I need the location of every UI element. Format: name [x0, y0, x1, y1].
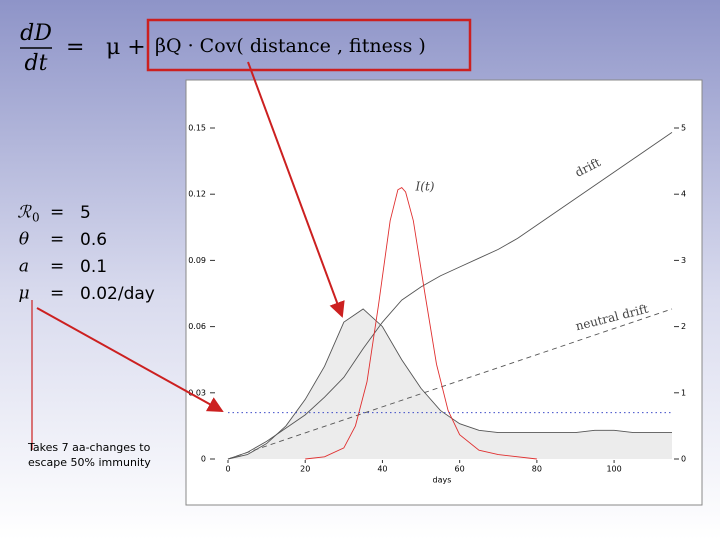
param-equals: = [50, 203, 64, 223]
param-value: 5 [80, 203, 91, 223]
x-tick-label: 20 [300, 465, 310, 474]
y2-tick-label: 0 [681, 455, 686, 464]
y-tick-label: 0.12 [188, 190, 206, 199]
highlight-box [146, 18, 472, 72]
series-line [305, 187, 537, 460]
y-tick-label: 0 [201, 455, 206, 464]
param-symbol: ℛ [17, 203, 32, 223]
y2-tick-label: 3 [681, 256, 686, 265]
y-tick-label: 0.03 [188, 388, 206, 397]
param-equals: = [50, 230, 64, 250]
x-tick-label: 100 [606, 465, 621, 474]
note-line-2: escape 50% immunity [28, 456, 151, 469]
series-line [227, 308, 673, 460]
series-line [227, 132, 673, 460]
y2-tick-label: 4 [681, 190, 686, 199]
x-tick-label: 0 [225, 465, 230, 474]
y2-tick-label: 2 [681, 322, 686, 331]
equals: = [66, 35, 84, 60]
eq-lhs: μ + [106, 35, 146, 60]
eq-highlight: βQ · Cov( distance , fitness ) [155, 35, 426, 57]
param-symbol: μ [18, 284, 29, 304]
x-tick-label: 80 [532, 465, 542, 474]
y-tick-label: 0.06 [188, 322, 206, 331]
series-line [227, 308, 672, 460]
x-tick-label: 40 [377, 465, 387, 474]
param-value: 0.1 [80, 257, 107, 277]
arrow [247, 61, 345, 318]
x-tick-label: 60 [455, 465, 465, 474]
x-axis-label: days [433, 476, 452, 485]
param-equals: = [50, 257, 64, 277]
param-value: 0.02/day [80, 284, 155, 304]
numerator: dD [20, 21, 52, 46]
equation: dD dt = μ + βQ · Cov( distance , fitness… [20, 21, 426, 76]
y2-tick-label: 1 [681, 388, 686, 397]
param-symbol: θ [19, 230, 29, 250]
param-subscript: 0 [32, 211, 40, 225]
denominator: dt [25, 51, 48, 76]
param-equals: = [50, 284, 64, 304]
y-tick-label: 0.09 [188, 256, 206, 265]
series-label: I(t) [415, 180, 435, 194]
param-symbol: a [19, 257, 29, 277]
y2-tick-label: 5 [681, 124, 686, 133]
parameters: ℛ 0 = 5 θ = 0.6 a = 0.1 μ = 0.02/day [17, 203, 155, 305]
param-value: 0.6 [80, 230, 107, 250]
note-line-1: Takes 7 aa-changes to [27, 441, 151, 454]
y-tick-label: 0.15 [188, 124, 206, 133]
arrow [36, 307, 224, 412]
